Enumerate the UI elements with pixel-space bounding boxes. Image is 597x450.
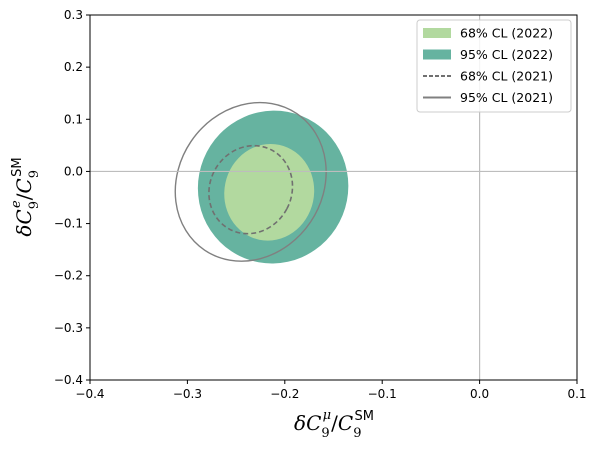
contour-68-cl-2022 <box>224 143 315 241</box>
x-tick-label: −0.3 <box>173 387 202 401</box>
y-tick-label: 0.1 <box>64 112 83 126</box>
y-axis-ticks: −0.4 −0.3 −0.2 −0.1 0.0 0.1 0.2 0.3 <box>54 8 90 387</box>
x-axis-ticks: −0.4 −0.3 −0.2 −0.1 0.0 0.1 <box>75 380 587 401</box>
y-tick-label: 0.0 <box>64 164 83 178</box>
x-axis-label: δC9μ/C9SM <box>294 408 374 441</box>
y-tick-label: −0.4 <box>54 373 83 387</box>
y-tick-label: −0.1 <box>54 217 83 231</box>
legend-label: 95% CL (2021) <box>460 90 553 105</box>
x-tick-label: −0.1 <box>368 387 397 401</box>
x-tick-label: −0.2 <box>270 387 299 401</box>
x-tick-label: −0.4 <box>75 387 104 401</box>
legend-label: 68% CL (2022) <box>460 26 553 41</box>
contour-95-cl-2021 <box>174 101 327 262</box>
contour-layer <box>174 101 349 264</box>
svg-text:δC9e/C9SM: δC9e/C9SM <box>9 157 42 236</box>
legend-label: 95% CL (2022) <box>460 47 553 62</box>
legend-box <box>416 19 572 113</box>
x-tick-label: 0.0 <box>470 387 489 401</box>
y-tick-label: −0.2 <box>54 269 83 283</box>
legend-label: 68% CL (2021) <box>460 69 553 84</box>
legend-swatch <box>423 49 451 60</box>
plot-frame <box>89 14 578 381</box>
y-tick-label: 0.3 <box>64 8 83 22</box>
y-tick-label: 0.2 <box>64 60 83 74</box>
legend-swatch <box>423 28 451 38</box>
legend: 68% CL (2022) 95% CL (2022) 68% CL (2021) 9… <box>416 19 572 113</box>
y-tick-label: −0.3 <box>54 321 83 335</box>
y-axis-label: δC9e/C9SM <box>9 157 42 236</box>
contour-68-cl-2021 <box>208 144 294 235</box>
x-tick-label: 0.1 <box>567 387 586 401</box>
